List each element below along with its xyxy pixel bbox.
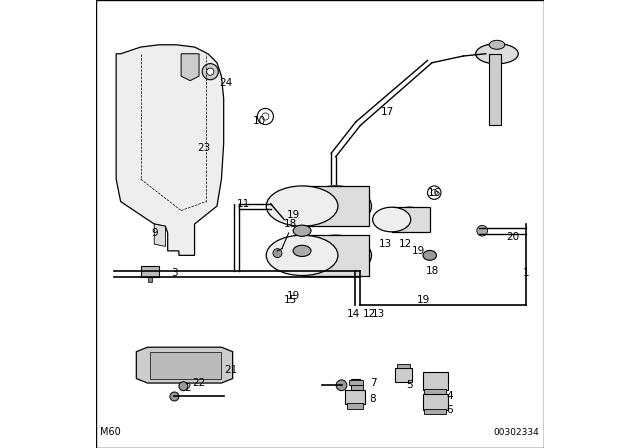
Text: 3: 3: [171, 268, 178, 278]
Text: 6: 6: [447, 405, 453, 415]
Text: 13: 13: [372, 309, 385, 319]
Ellipse shape: [266, 235, 338, 276]
Bar: [423, 372, 448, 390]
Bar: [141, 266, 159, 277]
Ellipse shape: [489, 40, 505, 49]
Text: 11: 11: [237, 199, 250, 209]
Bar: [424, 409, 446, 414]
Bar: [392, 207, 430, 232]
Text: 12: 12: [399, 239, 412, 249]
Text: 24: 24: [220, 78, 232, 88]
Polygon shape: [181, 54, 199, 81]
Ellipse shape: [303, 189, 368, 223]
Bar: [397, 364, 410, 368]
Bar: [423, 394, 448, 410]
Ellipse shape: [476, 44, 518, 64]
Circle shape: [170, 392, 179, 401]
Polygon shape: [351, 379, 360, 388]
Text: 19: 19: [417, 295, 429, 305]
Bar: [345, 390, 365, 404]
Ellipse shape: [266, 186, 338, 226]
Ellipse shape: [300, 235, 371, 276]
Text: 7: 7: [371, 378, 377, 388]
Bar: [349, 380, 362, 385]
Text: 18: 18: [426, 266, 438, 276]
Text: 23: 23: [197, 143, 210, 153]
Text: 19: 19: [287, 291, 300, 301]
Text: 17: 17: [381, 107, 394, 117]
Text: 16: 16: [428, 188, 441, 198]
Text: 1: 1: [523, 268, 529, 278]
Circle shape: [477, 225, 488, 236]
Circle shape: [273, 249, 282, 258]
Text: 13: 13: [378, 239, 392, 249]
Bar: [424, 389, 446, 395]
Ellipse shape: [390, 207, 429, 232]
Circle shape: [428, 186, 441, 199]
Text: 5: 5: [406, 380, 413, 390]
Ellipse shape: [300, 186, 371, 226]
Ellipse shape: [293, 246, 311, 256]
Text: 19: 19: [287, 210, 300, 220]
Text: M60: M60: [100, 427, 120, 437]
Circle shape: [336, 380, 347, 391]
Bar: [302, 235, 369, 276]
Text: 8: 8: [369, 394, 376, 404]
Bar: [347, 403, 363, 409]
Text: 4: 4: [447, 392, 453, 401]
Text: 21: 21: [224, 365, 237, 375]
Bar: [148, 277, 152, 282]
Circle shape: [179, 382, 188, 391]
Bar: [490, 54, 500, 125]
Circle shape: [431, 190, 437, 196]
Circle shape: [202, 64, 218, 80]
Bar: [150, 352, 221, 379]
Polygon shape: [116, 45, 224, 255]
Circle shape: [257, 108, 273, 125]
Polygon shape: [154, 224, 165, 246]
Text: 19: 19: [412, 246, 425, 256]
Text: 20: 20: [506, 233, 519, 242]
Ellipse shape: [372, 207, 411, 232]
Text: 14: 14: [347, 309, 360, 319]
Text: 12: 12: [363, 309, 376, 319]
Text: 2: 2: [184, 383, 191, 392]
Text: 18: 18: [284, 219, 298, 229]
Text: 9: 9: [151, 228, 157, 238]
Text: 00302334: 00302334: [494, 428, 540, 437]
Ellipse shape: [293, 225, 311, 237]
Polygon shape: [136, 347, 233, 383]
Circle shape: [262, 113, 269, 120]
Text: 10: 10: [253, 116, 266, 126]
Ellipse shape: [423, 250, 436, 260]
Text: 15: 15: [284, 295, 298, 305]
Circle shape: [207, 68, 214, 75]
Bar: [302, 186, 369, 226]
Text: 22: 22: [193, 378, 205, 388]
Ellipse shape: [303, 238, 368, 272]
Bar: [396, 368, 412, 382]
Bar: [351, 385, 362, 391]
